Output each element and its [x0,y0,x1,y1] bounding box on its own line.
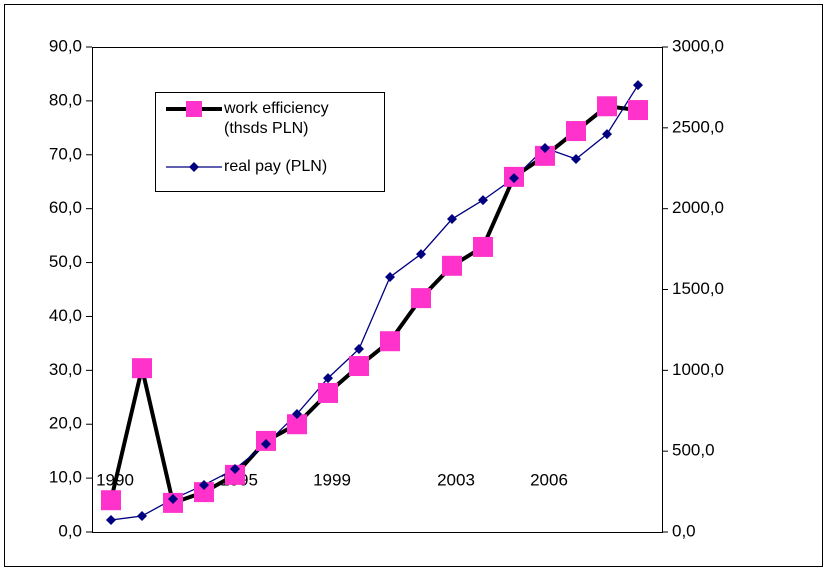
marker [473,236,493,257]
marker [199,479,209,490]
legend-marker [189,162,199,172]
marker [633,80,643,91]
legend-label: work efficiency (thsds PLN) [224,100,329,137]
x-tick-label: 1999 [313,470,351,489]
marker [292,408,302,419]
y2-tick-label: 2000,0 [672,198,724,217]
marker [447,214,457,225]
marker [416,249,426,260]
y2-tick-label: 0,0 [672,521,696,540]
y-tick-label: 60,0 [49,198,82,217]
y-tick-label: 10,0 [49,468,82,487]
marker [380,331,400,352]
marker [566,121,586,142]
marker [571,154,581,165]
marker [225,464,245,485]
y-tick-label: 90,0 [49,36,82,55]
marker [194,482,214,503]
marker [261,439,271,450]
y-tick-label: 40,0 [49,306,82,325]
marker [318,382,338,403]
y-tick-label: 20,0 [49,414,82,433]
y2-tick-label: 1000,0 [672,360,724,379]
y-tick-label: 50,0 [49,252,82,271]
legend-swatch [166,101,222,117]
y-tick-label: 80,0 [49,90,82,109]
marker [101,490,121,511]
y2-tick-label: 3000,0 [672,36,724,55]
marker [230,463,240,474]
legend-entry: work efficiency (thsds PLN) [164,99,374,139]
marker [137,510,147,521]
marker [323,373,333,384]
marker [132,358,152,379]
marker [602,129,612,140]
marker [411,288,431,309]
y2-tick-label: 1500,0 [672,279,724,298]
y2-tick-label: 500,0 [672,441,715,460]
marker [628,100,648,121]
marker [509,173,519,184]
y-tick-label: 30,0 [49,360,82,379]
marker [478,195,488,206]
legend-label: real pay (PLN) [224,158,328,175]
x-tick-label: 2003 [437,470,475,489]
y-tick-label: 70,0 [49,144,82,163]
marker [385,272,395,283]
marker [106,515,116,526]
x-tick-label: 2006 [530,470,568,489]
marker [349,356,369,377]
chart-border [4,4,823,567]
legend: work efficiency (thsds PLN) real pay (PLN… [155,92,385,192]
marker [597,96,617,117]
marker [442,255,462,276]
legend-marker [186,101,202,117]
marker [287,414,307,435]
marker [354,343,364,354]
marker [168,494,178,505]
legend-swatch [166,162,222,172]
y-tick-label: 0,0 [58,521,82,540]
marker [535,145,555,166]
legend-entry: real pay (PLN) [164,157,374,177]
marker [540,143,550,154]
y2-tick-label: 2500,0 [672,117,724,136]
